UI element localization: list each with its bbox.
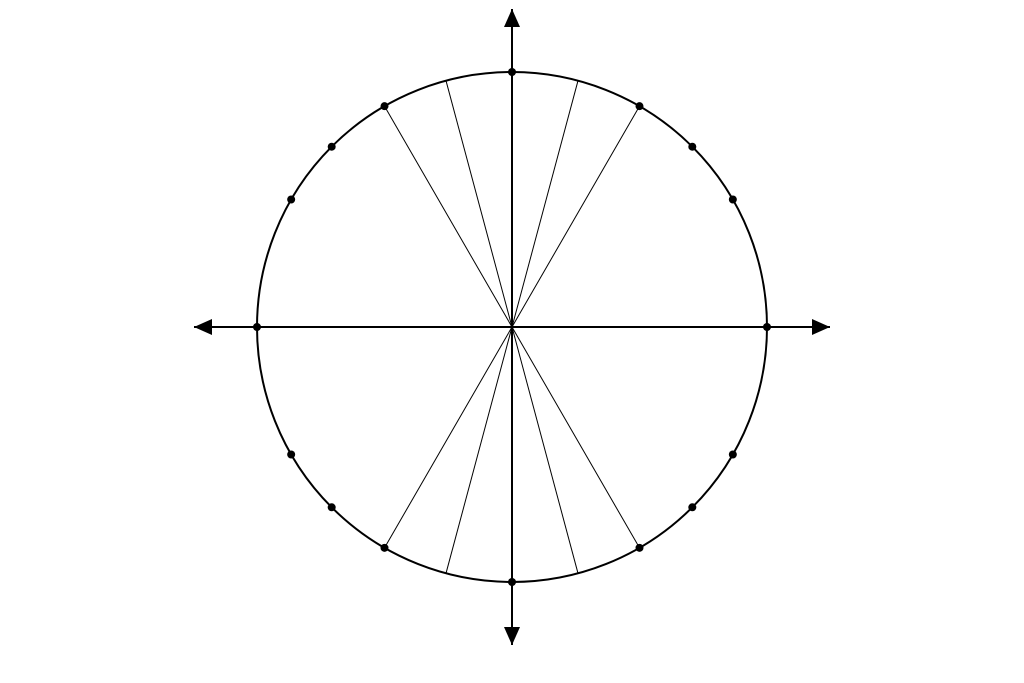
circle-point: [508, 68, 516, 76]
circle-point: [508, 578, 516, 586]
circle-point: [328, 503, 336, 511]
circle-point: [636, 544, 644, 552]
circle-point: [636, 102, 644, 110]
circle-point: [328, 143, 336, 151]
circle-point: [381, 544, 389, 552]
circle-point: [729, 196, 737, 204]
circle-point: [287, 451, 295, 459]
circle-point: [381, 102, 389, 110]
circle-point: [688, 143, 696, 151]
unit-circle-diagram: [0, 0, 1024, 683]
circle-point: [253, 323, 261, 331]
circle-point: [688, 503, 696, 511]
circle-point: [763, 323, 771, 331]
circle-point: [729, 451, 737, 459]
circle-point: [287, 196, 295, 204]
